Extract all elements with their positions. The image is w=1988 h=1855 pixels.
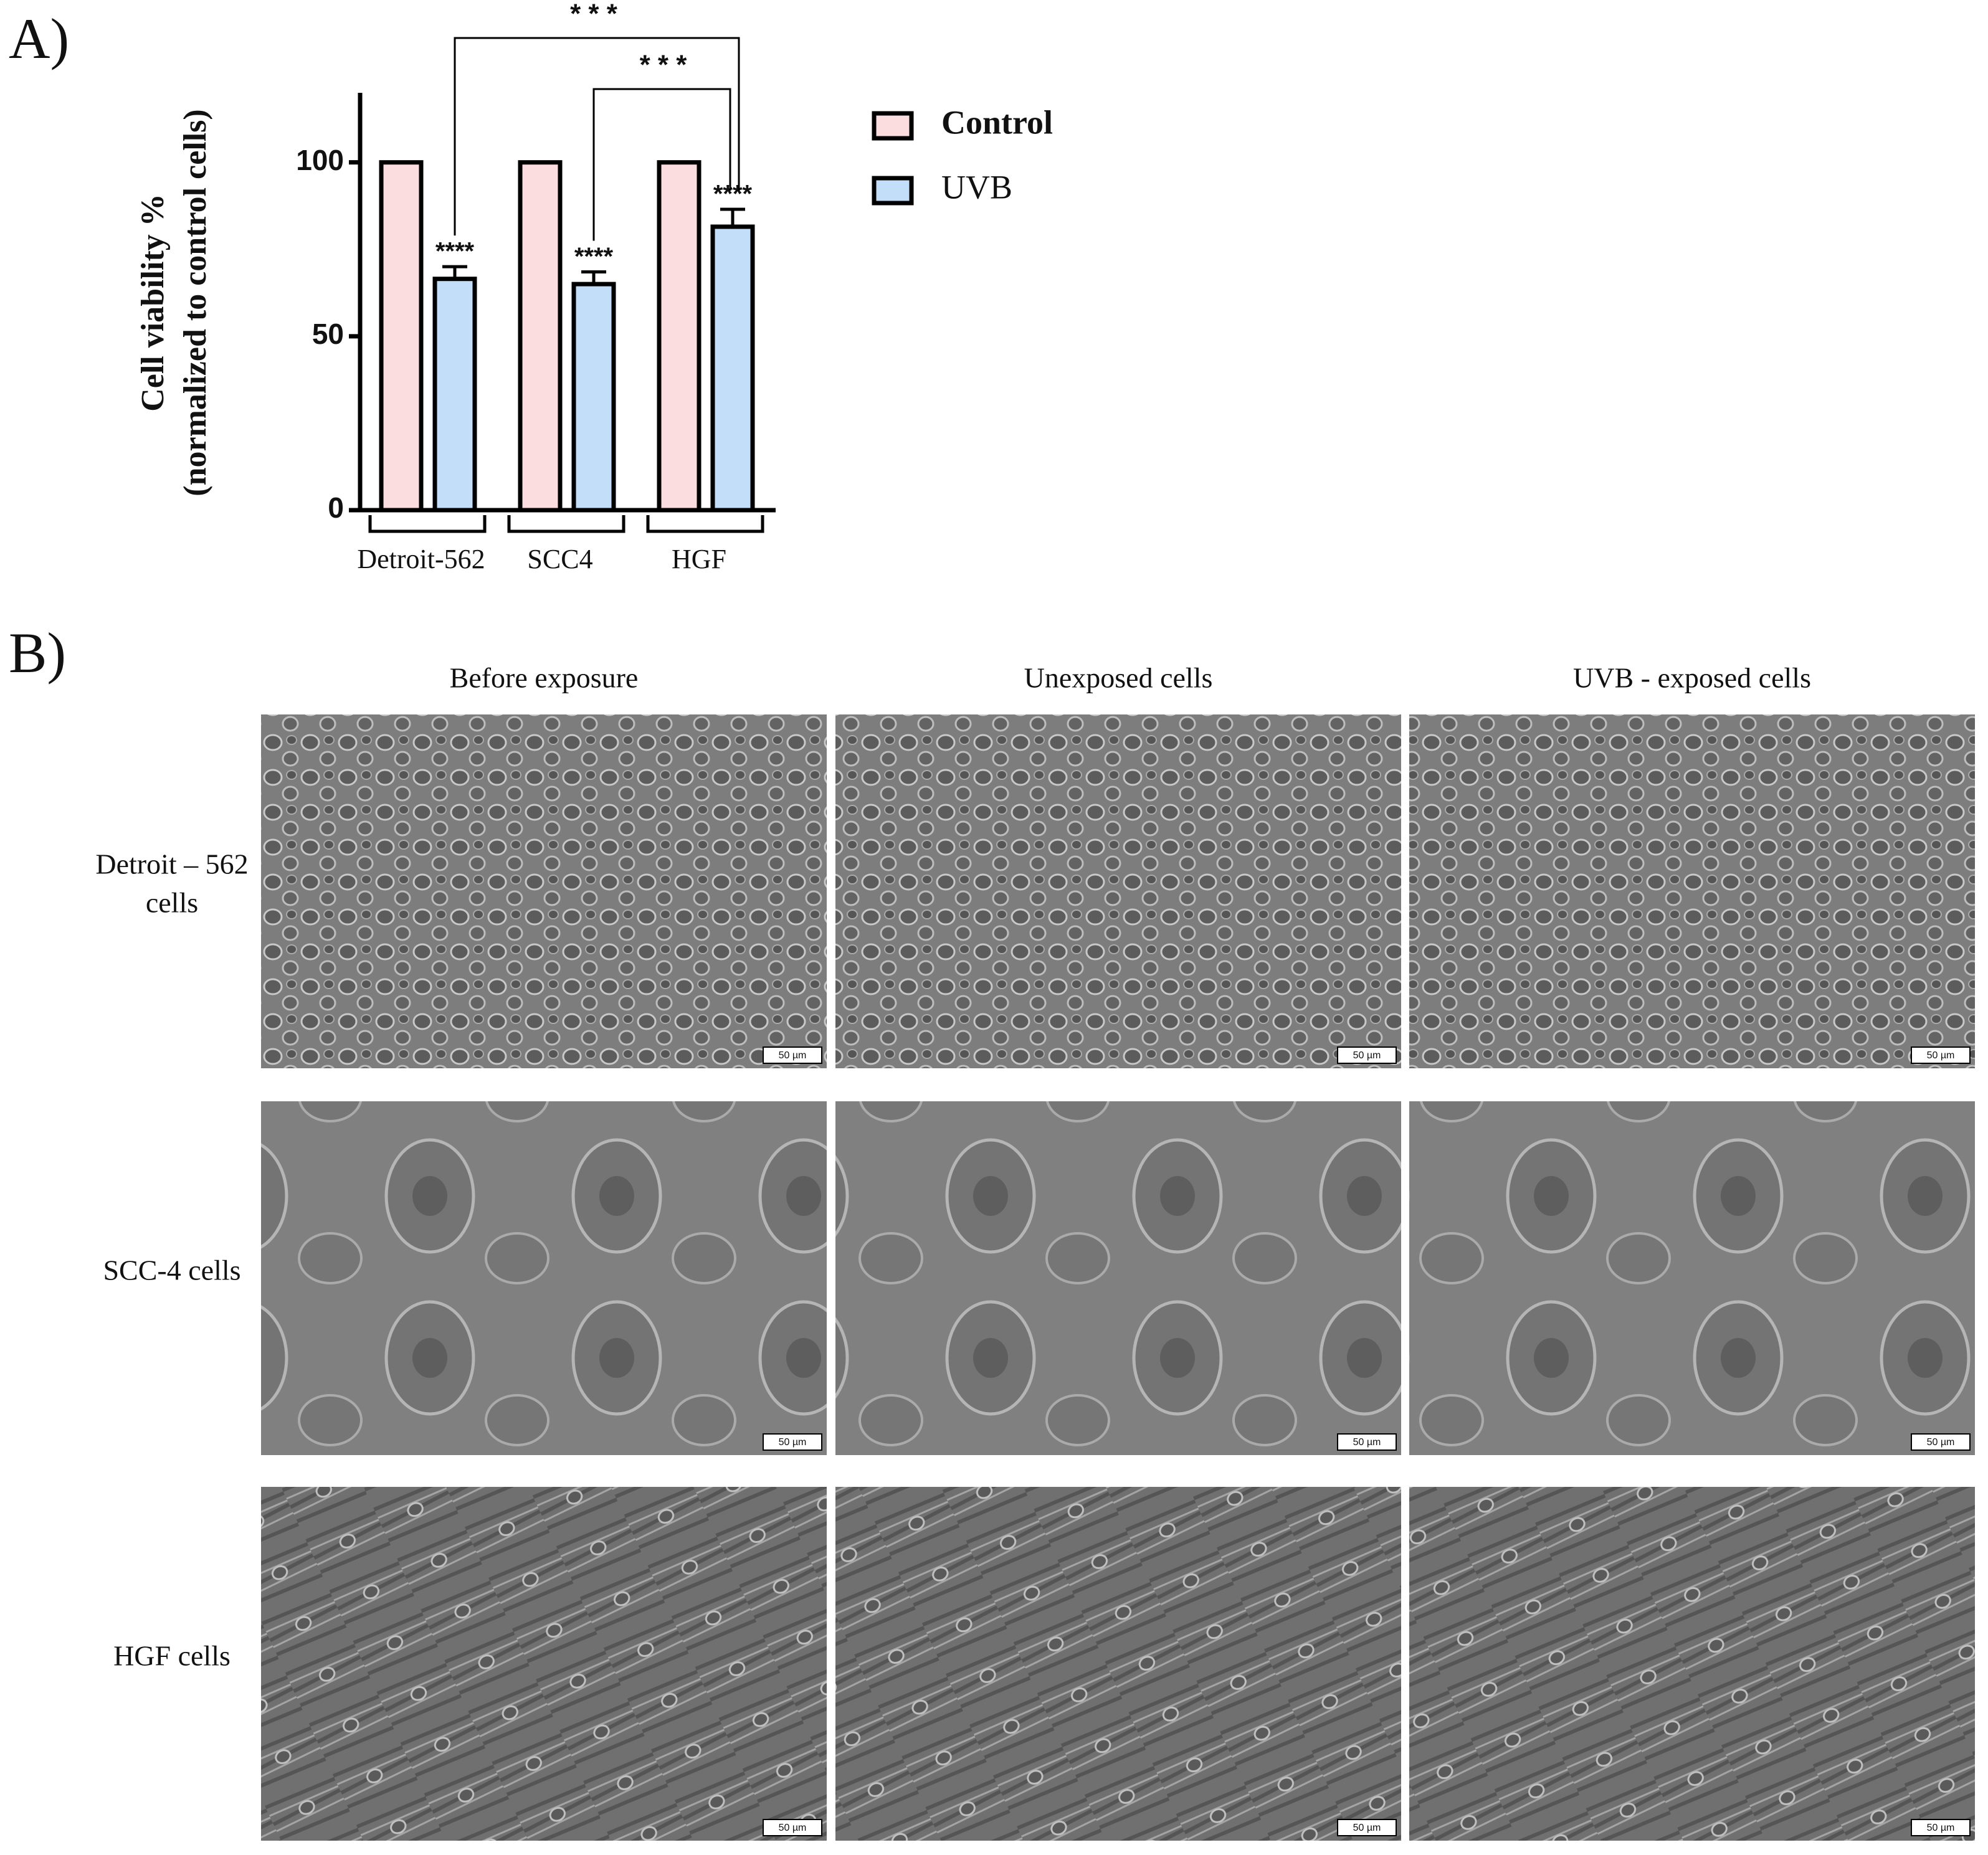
legend-label: Control bbox=[941, 103, 1053, 141]
y-axis-label: (normalized to control cells) bbox=[178, 109, 213, 496]
y-tick-label: 0 bbox=[328, 491, 344, 524]
panel-label: B) bbox=[9, 621, 66, 685]
bar bbox=[518, 160, 563, 513]
group-bracket bbox=[368, 515, 487, 533]
scale-bar-label: 50 µm bbox=[779, 1050, 807, 1061]
scale-bar-label: 50 µm bbox=[1353, 1437, 1381, 1448]
legend-swatch bbox=[872, 111, 914, 141]
scale-bar-box bbox=[1911, 1819, 1971, 1836]
y-axis-label: Cell viability % bbox=[135, 194, 171, 412]
scale-bar-label: 50 µm bbox=[1927, 1437, 1955, 1448]
scale-bar-box bbox=[763, 1819, 822, 1836]
y-tick-label: 50 bbox=[312, 318, 344, 350]
legend-swatch bbox=[872, 176, 914, 206]
group-bracket bbox=[646, 515, 764, 533]
significance: **** bbox=[574, 243, 614, 270]
scale-bar-label: 50 µm bbox=[779, 1437, 807, 1448]
comparison-label: * * * bbox=[640, 50, 688, 80]
micrograph bbox=[261, 1101, 827, 1455]
significance: **** bbox=[435, 238, 475, 265]
scale-bar-label: 50 µm bbox=[779, 1823, 807, 1833]
row-label: cells bbox=[146, 887, 198, 919]
scale-bar-box bbox=[763, 1046, 822, 1064]
micrograph bbox=[1409, 714, 1975, 1068]
comparison-label: * * * bbox=[570, 0, 618, 29]
column-title: Unexposed cells bbox=[1024, 662, 1213, 694]
column-title: Before exposure bbox=[450, 662, 639, 694]
micrograph bbox=[1409, 1101, 1975, 1455]
bar bbox=[379, 160, 424, 513]
row-label: SCC-4 cells bbox=[103, 1255, 240, 1286]
micrograph bbox=[1409, 1487, 1975, 1841]
error-bar bbox=[581, 270, 606, 285]
scale-bar-box bbox=[1337, 1433, 1397, 1451]
micrograph bbox=[835, 1487, 1401, 1841]
scale-bar-label: 50 µm bbox=[1353, 1823, 1381, 1833]
panel-label: A) bbox=[9, 7, 69, 70]
y-tick-label: 100 bbox=[296, 144, 344, 176]
scale-bar-label: 50 µm bbox=[1927, 1050, 1955, 1061]
row-label: Detroit – 562 bbox=[95, 848, 248, 880]
comparison-bracket bbox=[454, 37, 740, 236]
micrograph bbox=[261, 1487, 827, 1841]
bar bbox=[710, 224, 755, 513]
group-bracket bbox=[507, 515, 625, 533]
micrograph bbox=[835, 714, 1401, 1068]
x-tick-label: HGF bbox=[672, 544, 726, 574]
scale-bar-box bbox=[1911, 1046, 1971, 1064]
scale-bar-label: 50 µm bbox=[1353, 1050, 1381, 1061]
column-title: UVB - exposed cells bbox=[1573, 662, 1811, 694]
scale-bar-box bbox=[763, 1433, 822, 1451]
bar bbox=[432, 277, 477, 513]
x-tick-label: Detroit-562 bbox=[357, 544, 485, 574]
error-bar bbox=[720, 207, 745, 227]
scale-bar-box bbox=[1911, 1433, 1971, 1451]
comparison-bracket bbox=[592, 88, 731, 241]
scale-bar-box bbox=[1337, 1046, 1397, 1064]
significance: **** bbox=[713, 181, 753, 208]
micrograph bbox=[835, 1101, 1401, 1455]
bar bbox=[571, 282, 616, 513]
row-label: HGF cells bbox=[113, 1640, 231, 1672]
legend-label: UVB bbox=[941, 168, 1012, 206]
scale-bar-label: 50 µm bbox=[1927, 1823, 1955, 1833]
micrograph bbox=[261, 714, 827, 1068]
bar bbox=[657, 160, 702, 513]
error-bar bbox=[442, 265, 467, 279]
x-tick-label: SCC4 bbox=[527, 544, 592, 574]
scale-bar-box bbox=[1337, 1819, 1397, 1836]
